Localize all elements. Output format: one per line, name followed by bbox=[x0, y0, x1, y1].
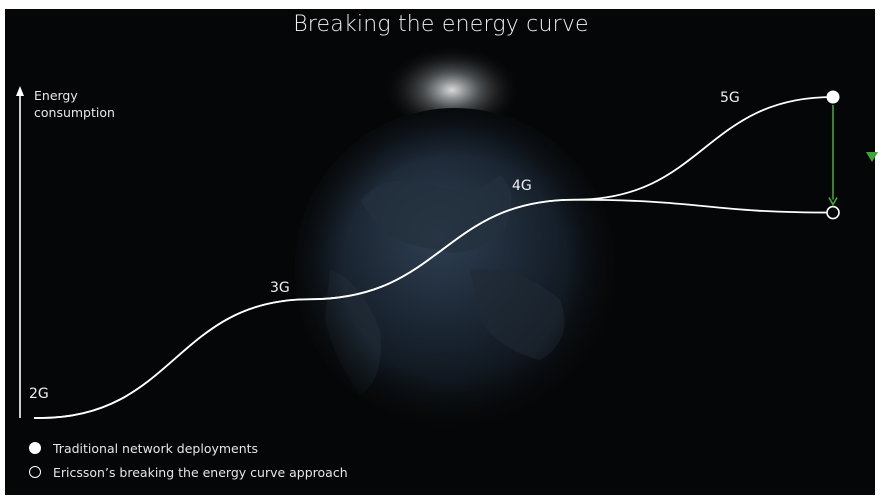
ericsson-point-3G bbox=[309, 298, 311, 301]
traditional-point-5G bbox=[826, 90, 840, 104]
y-axis-label-line: Energy bbox=[34, 88, 78, 103]
y-axis bbox=[16, 86, 24, 418]
earth-background-image bbox=[295, 45, 615, 428]
ericsson-point-2G bbox=[39, 417, 41, 419]
legend: Traditional network deployments Ericsson… bbox=[29, 436, 348, 484]
hollow-circle-icon bbox=[29, 466, 41, 478]
y-axis-arrow-icon bbox=[16, 86, 24, 96]
x-tick-label-2G: 2G bbox=[29, 386, 49, 402]
annotation-layer bbox=[828, 105, 878, 207]
legend-item-ericsson: Ericsson’s breaking the energy curve app… bbox=[29, 460, 348, 484]
legend-label: Traditional network deployments bbox=[53, 440, 259, 456]
earth-shadow bbox=[295, 108, 615, 428]
down-triangle-icon bbox=[866, 152, 878, 162]
x-tick-label-5G: 5G bbox=[720, 90, 740, 106]
x-tick-label-3G: 3G bbox=[270, 280, 290, 296]
series-ericsson-line bbox=[34, 198, 834, 419]
y-axis-label: Energy consumption bbox=[34, 87, 144, 121]
filled-circle-icon bbox=[29, 442, 41, 454]
ericsson-point-5G bbox=[826, 205, 840, 220]
chart-title: Breaking the energy curve bbox=[293, 12, 589, 37]
ericsson-point-4G bbox=[574, 198, 576, 201]
legend-label: Ericsson’s breaking the energy curve app… bbox=[53, 464, 348, 480]
reduction-arrow-head-icon bbox=[828, 197, 838, 207]
y-axis-label-line: consumption bbox=[34, 105, 115, 120]
x-tick-label-4G: 4G bbox=[512, 178, 532, 194]
series-layer bbox=[34, 90, 840, 419]
legend-item-traditional: Traditional network deployments bbox=[29, 436, 348, 460]
